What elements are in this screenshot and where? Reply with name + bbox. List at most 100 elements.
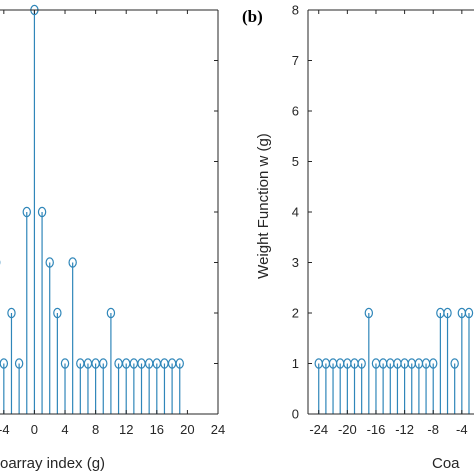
stem-marker <box>37 206 47 218</box>
y-tick-label: 4 <box>292 205 299 220</box>
stem-mark <box>137 358 146 414</box>
right-stems <box>314 307 474 414</box>
stem-marker <box>464 307 474 319</box>
stem-mark <box>371 358 381 414</box>
stem-mark <box>464 307 474 414</box>
x-tick-label: -4 <box>0 422 10 437</box>
x-tick-label: 20 <box>180 422 194 437</box>
y-tick-label: 5 <box>292 154 299 169</box>
y-tick-label: 8 <box>292 3 299 18</box>
left-panel: -4 0 4 8 12 16 20 24 oarray index (g) <box>0 4 225 472</box>
stem-mark <box>99 358 108 414</box>
stem-marker <box>53 307 62 319</box>
stem-marker <box>357 358 366 369</box>
left-ticks: -4 0 4 8 12 16 20 24 <box>0 9 225 437</box>
right-x-axis-label: Coa <box>432 455 460 472</box>
left-stems <box>0 4 184 414</box>
stem-marker <box>22 206 31 218</box>
stem-mark <box>386 358 395 414</box>
stem-mark <box>378 358 388 414</box>
stem-mark <box>167 358 177 414</box>
y-tick-label: 1 <box>292 356 299 371</box>
stem-mark <box>91 358 100 414</box>
stem-mark <box>407 358 416 414</box>
stem-marker <box>45 257 54 268</box>
stem-mark <box>450 358 459 414</box>
stem-mark <box>328 358 338 414</box>
stem-marker <box>68 257 77 268</box>
y-tick-label: 0 <box>292 407 299 422</box>
stem-marker <box>450 358 459 369</box>
stem-marker <box>175 358 184 369</box>
stem-mark <box>400 358 409 414</box>
stem-mark <box>321 358 331 414</box>
x-tick-label: -24 <box>309 422 328 437</box>
stem-mark <box>335 358 345 414</box>
x-tick-label: 12 <box>119 422 133 437</box>
stem-mark <box>14 358 24 414</box>
x-tick-label: 8 <box>92 422 99 437</box>
right-y-axis-label: Weight Function w (g) <box>255 133 272 279</box>
stem-mark <box>106 307 116 414</box>
x-tick-label: 16 <box>150 422 164 437</box>
panel-label-b: (b) <box>242 7 263 26</box>
x-tick-label: -4 <box>456 422 468 437</box>
y-tick-label: 7 <box>292 53 299 68</box>
stem-mark <box>393 358 402 414</box>
stem-mark <box>144 358 154 414</box>
stem-mark <box>429 358 438 414</box>
y-tick-label: 6 <box>292 104 299 119</box>
stem-mark <box>357 358 366 414</box>
y-tick-label: 3 <box>292 255 299 270</box>
stem-mark <box>443 307 452 414</box>
stem-mark <box>414 358 424 414</box>
stem-mark <box>129 358 139 414</box>
stem-mark <box>60 358 70 414</box>
stem-mark <box>53 307 62 414</box>
stem-mark <box>314 358 323 414</box>
left-axes <box>0 9 219 415</box>
stem-marker <box>14 358 24 369</box>
stem-marker <box>443 307 452 319</box>
y-tick-label: 2 <box>292 306 299 321</box>
x-tick-label: 4 <box>61 422 68 437</box>
stem-marker <box>60 358 70 369</box>
stem-mark <box>0 358 9 414</box>
stem-mark <box>37 206 47 414</box>
stem-mark <box>30 4 39 414</box>
x-tick-label: -20 <box>338 422 357 437</box>
stem-mark <box>343 358 352 414</box>
stem-mark <box>175 358 184 414</box>
stem-mark <box>22 206 31 414</box>
stem-mark <box>114 358 123 414</box>
stem-marker <box>429 358 438 369</box>
stem-mark <box>160 358 169 414</box>
stem-mark <box>83 358 93 414</box>
stem-mark <box>76 358 85 414</box>
stem-marker <box>0 358 9 369</box>
right-ticks: -24 -20 -16 -12 -8 -4 0 1 2 3 4 5 6 7 8 <box>292 3 468 438</box>
x-tick-label: -16 <box>367 422 386 437</box>
right-panel: -24 -20 -16 -12 -8 -4 0 1 2 3 4 5 6 7 8 Coa Weight Fun… <box>242 3 474 472</box>
stem-mark <box>457 307 467 414</box>
x-tick-label: 0 <box>31 422 38 437</box>
left-x-axis-label: oarray index (g) <box>0 455 105 472</box>
right-axes <box>307 9 474 415</box>
stem-marker <box>364 307 374 319</box>
x-tick-label: 24 <box>211 422 225 437</box>
stem-mark <box>350 358 359 414</box>
stem-marker <box>99 358 108 369</box>
stem-marker <box>106 307 116 319</box>
stem-mark <box>436 307 445 414</box>
x-tick-label: -12 <box>395 422 414 437</box>
x-tick-label: -8 <box>427 422 439 437</box>
stem-marker <box>7 307 16 319</box>
stem-mark <box>152 358 162 414</box>
stem-mark <box>122 358 131 414</box>
stem-mark <box>45 257 54 414</box>
stem-mark <box>364 307 374 414</box>
stem-mark <box>7 307 16 414</box>
stem-mark <box>68 257 77 414</box>
stem-mark <box>421 358 431 414</box>
